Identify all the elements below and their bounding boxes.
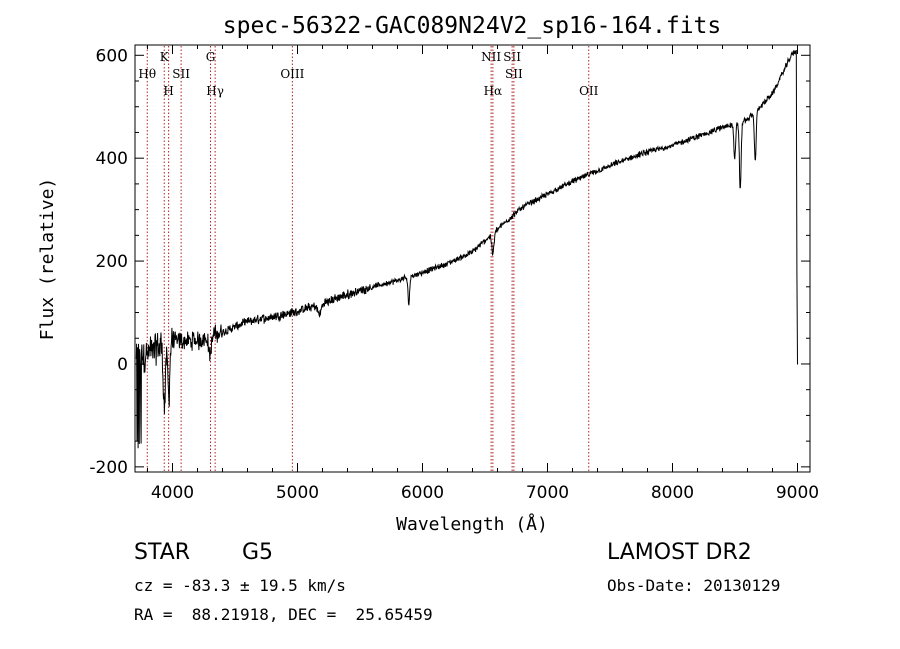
x-tick-label: 9000 [776, 483, 819, 503]
y-axis-label: Flux (relative) [37, 178, 58, 341]
x-tick-label: 6000 [401, 483, 444, 503]
line-marker-label: OII [579, 84, 599, 98]
line-marker-label: NII [481, 50, 501, 64]
y-tick-label: 200 [96, 252, 128, 272]
line-marker-label: Hα [484, 84, 503, 98]
coordinates-text: RA = 88.21918, DEC = 25.65459 [134, 605, 433, 624]
survey-name: LAMOST DR2 [607, 540, 752, 565]
obs-date-text: Obs-Date: 20130129 [607, 576, 781, 595]
x-tick-label: 8000 [651, 483, 694, 503]
spectrum-series-line [135, 49, 799, 449]
line-marker-label: SII [172, 67, 190, 81]
line-marker-label: OIII [280, 67, 304, 81]
x-tick-label: 7000 [526, 483, 569, 503]
y-tick-label: -200 [89, 458, 128, 478]
redshift-text: cz = -83.3 ± 19.5 km/s [134, 576, 346, 595]
line-marker-label: G [206, 50, 216, 64]
x-axis: 4000 5000 6000 7000 8000 9000 [147, 45, 819, 503]
line-marker-label: K [160, 50, 170, 64]
y-tick-label: 0 [117, 355, 128, 375]
plot-frame [134, 44, 811, 473]
object-class: STAR [134, 540, 191, 565]
y-tick-label: 400 [96, 149, 128, 169]
line-marker-label: H [163, 84, 173, 98]
line-marker-label: Hθ [138, 67, 156, 81]
line-marker-label: SII [503, 50, 521, 64]
line-marker-label: Hγ [206, 84, 224, 98]
line-marker-label: SII [505, 67, 523, 81]
x-tick-label: 5000 [276, 483, 319, 503]
y-axis: -200 0 200 400 600 [89, 46, 810, 478]
y-tick-label: 600 [96, 46, 128, 66]
x-tick-label: 4000 [151, 483, 194, 503]
chart-title: spec-56322-GAC089N24V2_sp16-164.fits [223, 13, 722, 39]
x-axis-label: Wavelength (Å) [396, 513, 548, 535]
object-subclass: G5 [242, 540, 274, 565]
